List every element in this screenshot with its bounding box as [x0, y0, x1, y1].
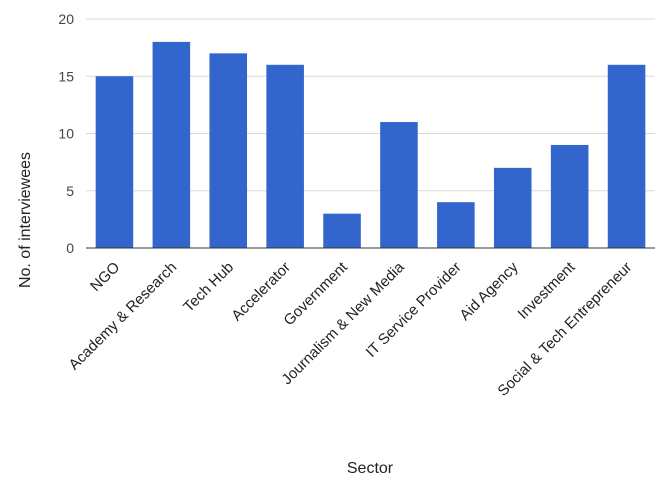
bars [95, 41, 646, 249]
x-axis-title: Sector [347, 460, 394, 477]
bar [323, 213, 361, 248]
bar [266, 64, 304, 248]
bar [95, 76, 134, 248]
x-tick-label: Tech Hub [180, 259, 237, 316]
bar [209, 53, 248, 248]
y-tick-label: 20 [58, 11, 74, 27]
y-tick-label: 15 [58, 68, 74, 84]
bar [550, 144, 589, 248]
y-tick-label: 0 [66, 240, 74, 256]
bar [437, 202, 475, 248]
x-tick-label: NGO [87, 259, 123, 295]
bar [493, 167, 532, 248]
y-axis-title: No. of interviewees [17, 152, 34, 288]
bar [380, 122, 418, 248]
x-tick-label: IT Service Provider [363, 259, 465, 361]
x-tick-label: Academy & Research [66, 259, 181, 374]
bar [607, 64, 646, 248]
bar [152, 41, 191, 249]
y-tick-label: 10 [58, 126, 74, 142]
y-tick-labels: 0 5 10 15 20 [58, 11, 74, 256]
y-tick-label: 5 [66, 183, 74, 199]
x-tick-label: Aid Agency [456, 258, 521, 323]
